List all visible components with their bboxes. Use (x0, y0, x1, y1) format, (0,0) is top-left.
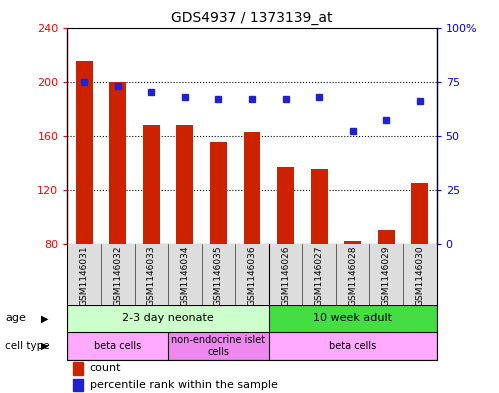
Text: ▶: ▶ (41, 313, 49, 323)
Text: 2-3 day neonate: 2-3 day neonate (122, 313, 214, 323)
Bar (109, 81, 126, 244)
Bar (73, 362, 83, 375)
Text: GSM1146033: GSM1146033 (147, 246, 156, 306)
Bar (168, 332, 269, 360)
Bar (277, 167, 294, 244)
Bar (344, 241, 361, 244)
Bar (378, 230, 395, 244)
Text: GSM1146026: GSM1146026 (281, 246, 290, 306)
Text: GSM1146027: GSM1146027 (315, 246, 324, 306)
Bar (177, 125, 193, 244)
Text: non-endocrine islet
cells: non-endocrine islet cells (171, 335, 265, 356)
Text: 10 week adult: 10 week adult (313, 313, 392, 323)
Bar (73, 378, 83, 391)
Bar (311, 169, 327, 244)
Bar (269, 332, 437, 360)
Text: GSM1146032: GSM1146032 (113, 246, 122, 306)
Text: count: count (89, 363, 121, 373)
Bar (244, 132, 260, 244)
Text: GSM1146030: GSM1146030 (415, 246, 424, 306)
Text: cell type: cell type (5, 341, 49, 351)
Bar (210, 142, 227, 244)
Text: percentile rank within the sample: percentile rank within the sample (89, 380, 277, 390)
Text: age: age (5, 313, 26, 323)
Text: beta cells: beta cells (94, 341, 141, 351)
Bar (67, 305, 269, 332)
Text: GSM1146028: GSM1146028 (348, 246, 357, 306)
Bar (76, 61, 92, 244)
Text: GSM1146036: GSM1146036 (248, 246, 256, 306)
Text: GSM1146035: GSM1146035 (214, 246, 223, 306)
Title: GDS4937 / 1373139_at: GDS4937 / 1373139_at (171, 11, 333, 25)
Text: GSM1146034: GSM1146034 (180, 246, 189, 306)
Bar (412, 183, 428, 244)
Text: beta cells: beta cells (329, 341, 376, 351)
Bar (269, 305, 437, 332)
Text: GSM1146031: GSM1146031 (80, 246, 89, 306)
Text: ▶: ▶ (41, 341, 49, 351)
Bar (67, 332, 168, 360)
Text: GSM1146029: GSM1146029 (382, 246, 391, 306)
Bar (143, 125, 160, 244)
